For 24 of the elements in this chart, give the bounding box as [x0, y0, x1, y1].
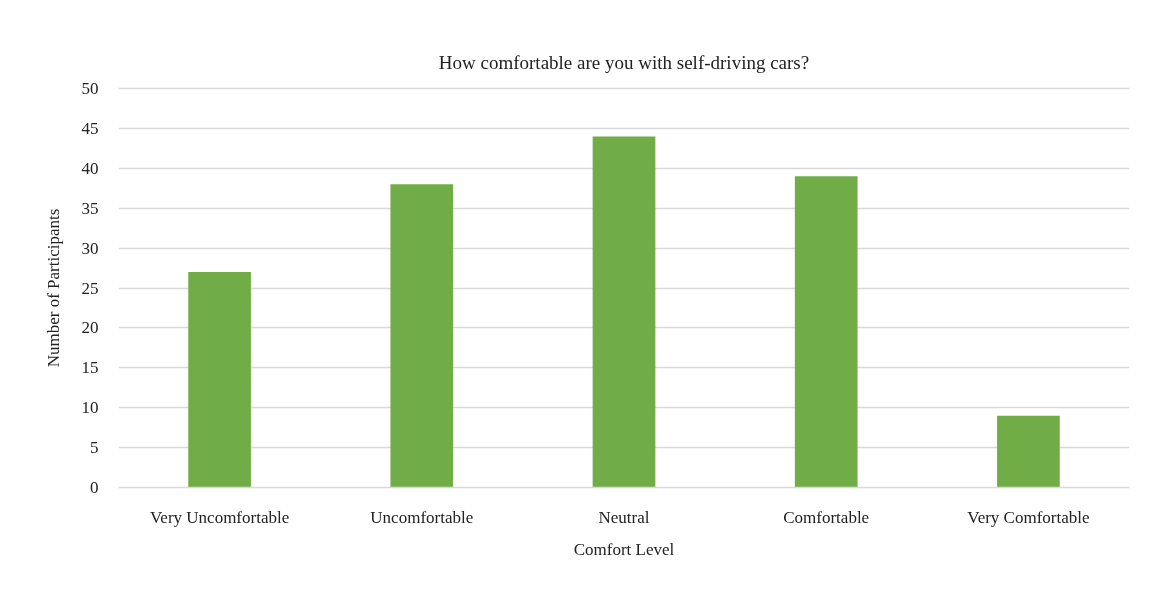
- bar: [794, 176, 858, 488]
- y-tick-label: 15: [81, 358, 99, 378]
- y-axis-title: Number of Participants: [43, 208, 63, 368]
- y-tick-label: 35: [81, 198, 99, 218]
- x-tick-label: Uncomfortable: [370, 507, 474, 527]
- y-tick-label: 40: [81, 158, 99, 178]
- bar: [188, 272, 251, 488]
- bar: [592, 136, 656, 488]
- x-tick-label: Comfortable: [783, 507, 870, 527]
- bar: [997, 415, 1060, 488]
- y-tick-label: 10: [81, 398, 99, 418]
- x-tick-label: Very Uncomfortable: [149, 507, 290, 527]
- y-tick-label: 30: [81, 238, 99, 258]
- x-axis-title: Comfort Level: [573, 539, 675, 559]
- y-tick-label: 25: [81, 278, 99, 298]
- x-tick-label: Very Comfortable: [967, 507, 1090, 527]
- y-tick-label: 5: [90, 438, 99, 458]
- y-tick-label: 45: [81, 118, 99, 138]
- y-tick-label: 20: [81, 318, 99, 338]
- x-tick-label: Neutral: [598, 507, 650, 527]
- bar: [390, 184, 454, 488]
- y-tick-label: 50: [81, 79, 99, 98]
- chart-title: How comfortable are you with self-driving cars?: [438, 51, 810, 73]
- y-tick-label: 0: [90, 478, 99, 497]
